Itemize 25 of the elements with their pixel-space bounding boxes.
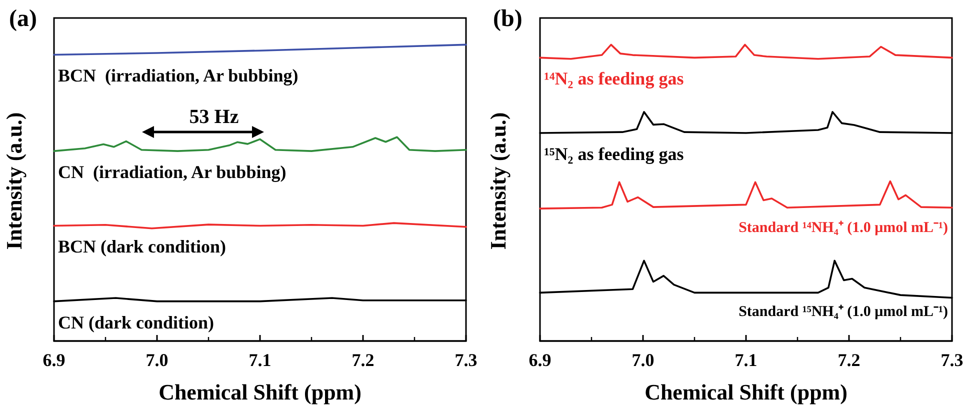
x-tick-label: 7.0 — [632, 350, 654, 370]
x-tick-label: 7.0 — [146, 350, 168, 370]
series-label: BCN (dark condition) — [58, 236, 226, 257]
x-tick-label: 7.2 — [352, 350, 374, 370]
y-axis-title: Intensity (a.u.) — [486, 112, 510, 250]
x-tick-label: 7.2 — [838, 350, 860, 370]
series-label: BCN (irradiation, Ar bubbing) — [58, 66, 298, 86]
x-tick-label: 6.9 — [528, 350, 552, 370]
y-axis-title: Intensity (a.u.) — [2, 112, 26, 250]
series-label: Standard ¹⁴NH₄⁺ (1.0 μmol mL⁻¹) — [738, 220, 948, 236]
x-tick-label: 7.3 — [454, 350, 478, 370]
x-axis-title: Chemical Shift (ppm) — [644, 380, 848, 404]
x-tick-label: 6.9 — [42, 350, 66, 370]
series-label: ¹⁵N₂ as feeding gas — [544, 144, 684, 164]
chart-title: (b) — [493, 6, 522, 32]
series-label: CN (irradiation, Ar bubbing) — [58, 162, 286, 182]
annotation: 53 Hz — [189, 106, 239, 128]
chart-title: (a) — [9, 6, 37, 32]
series-label: ¹⁴N₂ as feeding gas — [544, 68, 684, 89]
series-label: Standard ¹⁵NH₄⁺ (1.0 μmol mL⁻¹) — [738, 304, 948, 320]
x-tick-label: 7.1 — [734, 350, 758, 370]
series-label: CN (dark condition) — [58, 312, 214, 332]
x-axis-title: Chemical Shift (ppm) — [158, 380, 362, 404]
x-tick-label: 7.3 — [940, 350, 964, 370]
x-tick-label: 7.1 — [248, 350, 272, 370]
